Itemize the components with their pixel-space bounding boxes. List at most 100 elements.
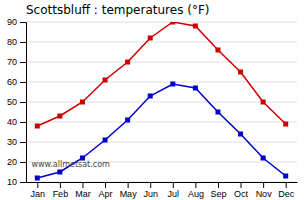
- x-axis: Jan Feb Mar Apr May Jun Jul Aug Sep Oct Nov Dec: [27, 182, 298, 199]
- y-tick: 50: [7, 97, 26, 107]
- y-tick: 80: [7, 37, 26, 47]
- y-tick-mark: [20, 182, 26, 183]
- line: [37, 22, 285, 126]
- y-tick-mark: [20, 102, 26, 103]
- marker: [80, 100, 85, 105]
- marker: [125, 118, 130, 123]
- y-tick: 60: [7, 77, 26, 87]
- marker: [148, 94, 153, 99]
- marker: [57, 170, 62, 175]
- x-tick: Aug: [188, 182, 204, 199]
- grid-line: [26, 102, 297, 103]
- marker: [238, 132, 243, 137]
- y-tick: 40: [7, 117, 26, 127]
- marker: [103, 78, 108, 83]
- x-tick-mark: [105, 182, 106, 188]
- y-tick-label: 10: [7, 177, 17, 187]
- x-tick: Jun: [143, 182, 158, 199]
- x-tick-label: Jun: [143, 189, 158, 199]
- x-tick-label: May: [120, 189, 138, 199]
- y-tick-label: 50: [7, 97, 17, 107]
- marker: [261, 100, 266, 105]
- marker: [125, 60, 130, 65]
- marker: [283, 174, 288, 179]
- annotation: www.allmetsat.com: [31, 160, 110, 169]
- x-tick-label: Mar: [75, 189, 91, 199]
- chart-container: 10 20 30 40 50 60 70 80 90 Jan Feb Mar Apr May Jun Jul A…: [0, 0, 305, 200]
- x-tick: Nov: [256, 182, 273, 199]
- y-tick-label: 30: [7, 137, 17, 147]
- x-tick-label: Nov: [256, 189, 273, 199]
- chart: 10 20 30 40 50 60 70 80 90 Jan Feb Mar Apr May Jun Jul A…: [0, 0, 305, 200]
- x-tick: Mar: [75, 182, 91, 199]
- marker: [148, 36, 153, 41]
- y-tick-label: 90: [7, 17, 17, 27]
- x-tick: Feb: [53, 182, 69, 199]
- grid-line: [26, 142, 297, 143]
- x-tick-mark: [173, 182, 174, 188]
- data-area: [35, 22, 288, 181]
- x-tick-label: Jan: [31, 189, 46, 199]
- x-tick: Jan: [31, 182, 46, 199]
- x-tick-mark: [128, 182, 129, 188]
- x-tick-mark: [195, 182, 196, 188]
- x-tick-label: Dec: [278, 189, 295, 199]
- x-tick-mark: [263, 182, 264, 188]
- x-axis-line: [27, 182, 298, 183]
- grid-line: [26, 42, 297, 43]
- x-tick: Dec: [278, 182, 295, 199]
- y-tick-label: 70: [7, 57, 17, 67]
- marker: [238, 70, 243, 75]
- y-tick: 30: [7, 137, 26, 147]
- y-tick-mark: [20, 42, 26, 43]
- x-tick-label: Sep: [210, 189, 226, 199]
- x-tick-label: Feb: [53, 189, 69, 199]
- marker: [193, 24, 198, 29]
- marker: [35, 124, 40, 129]
- grid-line: [26, 22, 297, 23]
- y-tick-mark: [20, 82, 26, 83]
- y-tick-label: 80: [7, 37, 17, 47]
- y-tick-label: 40: [7, 117, 17, 127]
- marker: [215, 110, 220, 115]
- marker: [35, 176, 40, 181]
- title: Scottsbluff : temperatures (°F): [26, 3, 209, 17]
- y-tick-mark: [20, 142, 26, 143]
- x-tick-mark: [286, 182, 287, 188]
- x-tick: Oct: [234, 182, 249, 199]
- y-tick-label: 20: [7, 157, 17, 167]
- y-tick-label: 60: [7, 77, 17, 87]
- marker: [103, 138, 108, 143]
- marker: [57, 114, 62, 119]
- x-tick: May: [120, 182, 138, 199]
- y-tick: 90: [7, 17, 26, 27]
- y-axis-line: [20, 23, 27, 183]
- x-tick-mark: [82, 182, 83, 188]
- y-axis: 10 20 30 40 50 60 70 80 90: [7, 17, 27, 187]
- grid-line: [26, 82, 297, 83]
- grid: [26, 22, 297, 182]
- marker: [261, 156, 266, 161]
- y-tick-mark: [20, 122, 26, 123]
- y-tick-mark: [20, 22, 26, 23]
- x-tick-label: Aug: [188, 189, 204, 199]
- marker: [170, 82, 175, 87]
- marker: [193, 86, 198, 91]
- marker: [215, 48, 220, 53]
- grid-line: [26, 182, 297, 183]
- series: [35, 22, 288, 129]
- x-tick-label: Oct: [234, 189, 249, 199]
- x-tick-label: Apr: [99, 189, 113, 199]
- grid-line: [26, 62, 297, 63]
- x-tick-mark: [218, 182, 219, 188]
- x-tick: Jul: [168, 182, 180, 199]
- marker: [170, 22, 175, 25]
- x-tick-mark: [241, 182, 242, 188]
- y-tick: 10: [7, 177, 26, 187]
- grid-line: [26, 122, 297, 123]
- x-tick-mark: [60, 182, 61, 188]
- x-tick-mark: [150, 182, 151, 188]
- y-tick-mark: [20, 62, 26, 63]
- y-tick-mark: [20, 162, 26, 163]
- x-tick-label: Jul: [168, 189, 180, 199]
